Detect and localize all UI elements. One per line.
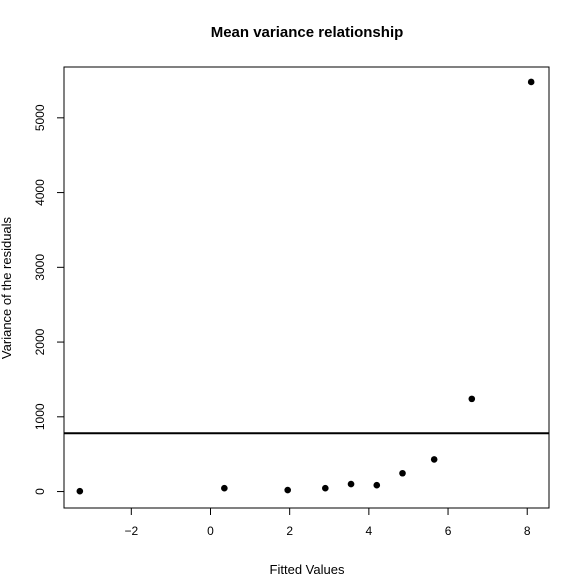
data-point [430,456,438,463]
data-point [322,484,329,492]
y-axis-title: Variance of the residuals [0,216,14,359]
x-tick-label: 2 [286,524,293,538]
x-tick-label: 6 [445,524,452,538]
y-tick-label: 2000 [33,328,47,355]
x-axis-title: Fitted Values [270,562,345,577]
data-points [76,78,535,495]
data-point [399,469,406,477]
data-point [221,484,228,492]
y-tick-label: 0 [33,488,47,495]
y-tick-label: 5000 [33,104,47,131]
data-point [468,395,476,403]
data-point [373,481,381,489]
data-point [347,480,355,488]
data-point [76,487,84,495]
plot-area-frame [63,66,550,509]
data-point [284,486,291,494]
y-tick-label: 4000 [33,179,47,206]
y-tick-label: 1000 [33,403,47,430]
data-point [527,78,535,86]
x-tick-label: 0 [207,524,214,538]
y-tick-label: 3000 [33,254,47,281]
chart-title: Mean variance relationship [211,24,404,41]
x-axis: −2 0 2 4 6 8 [124,508,531,538]
x-tick-label: 8 [524,524,531,538]
x-tick-label: 4 [366,524,373,538]
x-tick-label: −2 [124,524,138,538]
y-axis: 0 1000 2000 3000 4000 5000 [33,104,64,495]
